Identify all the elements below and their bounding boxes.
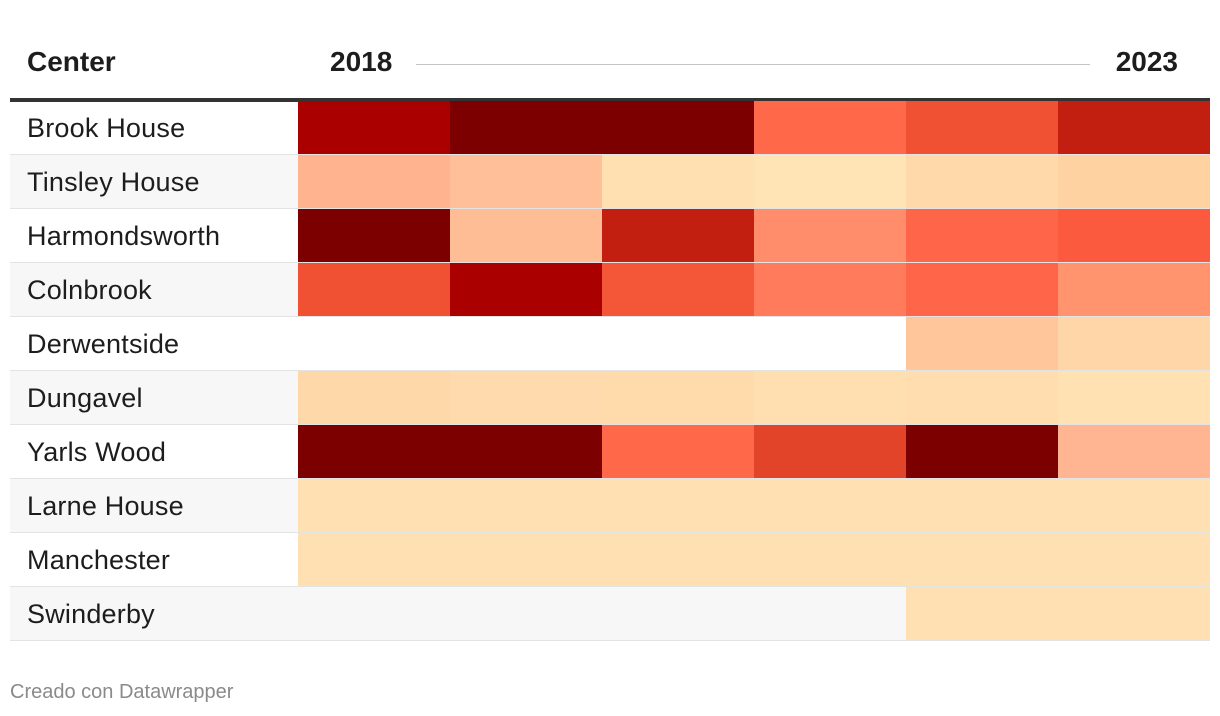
header-divider	[10, 98, 1210, 102]
heatmap-row: Harmondsworth	[10, 209, 1210, 263]
heatmap-cell	[906, 263, 1058, 316]
row-label: Tinsley House	[27, 167, 200, 197]
heatmap-cell	[450, 425, 602, 478]
heatmap-cell	[602, 479, 754, 532]
heatmap-cell	[602, 533, 754, 586]
heatmap-cell	[906, 317, 1058, 370]
heatmap-row: Derwentside	[10, 317, 1210, 371]
heatmap-cell	[450, 371, 602, 424]
heatmap-cell	[754, 479, 906, 532]
heatmap-cell	[1058, 209, 1210, 262]
heatmap-row: Colnbrook	[10, 263, 1210, 317]
heatmap-cell	[754, 263, 906, 316]
heatmap-cell	[298, 317, 450, 370]
heatmap-cell	[298, 425, 450, 478]
heatmap-cell	[1058, 425, 1210, 478]
heatmap-row: Swinderby	[10, 587, 1210, 641]
heatmap-cells	[298, 587, 1210, 640]
heatmap-cell	[754, 533, 906, 586]
x-start-label: 2018	[330, 46, 393, 77]
heatmap-cell	[298, 533, 450, 586]
heatmap-cell	[602, 101, 754, 154]
heatmap-row: Tinsley House	[10, 155, 1210, 209]
row-label: Harmondsworth	[27, 221, 221, 251]
heatmap-cell	[754, 587, 906, 640]
heatmap-cell	[298, 263, 450, 316]
row-label: Derwentside	[27, 329, 180, 359]
heatmap-cell	[298, 209, 450, 262]
heatmap-row: Yarls Wood	[10, 425, 1210, 479]
heatmap-cell	[450, 209, 602, 262]
heatmap-cell	[906, 155, 1058, 208]
heatmap-cell	[1058, 317, 1210, 370]
heatmap-cell	[906, 209, 1058, 262]
heatmap-cell	[754, 155, 906, 208]
heatmap-cell	[906, 533, 1058, 586]
heatmap-cell	[1058, 101, 1210, 154]
row-header-label: Center	[27, 46, 116, 77]
heatmap-cells	[298, 371, 1210, 424]
chart-header: Center 2018 2023	[10, 28, 1210, 100]
heatmap-cell	[906, 101, 1058, 154]
heatmap-cell	[298, 479, 450, 532]
heatmap-cells	[298, 479, 1210, 532]
heatmap-cell	[1058, 479, 1210, 532]
heatmap-cell	[1058, 371, 1210, 424]
heatmap-cell	[906, 425, 1058, 478]
heatmap-cells	[298, 101, 1210, 154]
heatmap-cell	[450, 533, 602, 586]
heatmap-cell	[450, 587, 602, 640]
heatmap-cell	[1058, 533, 1210, 586]
row-label: Larne House	[27, 491, 184, 521]
row-label: Swinderby	[27, 599, 155, 629]
x-end-label: 2023	[1115, 46, 1178, 77]
heatmap-cells	[298, 317, 1210, 370]
row-label: Dungavel	[27, 383, 143, 413]
heatmap-cell	[602, 317, 754, 370]
heatmap-cells	[298, 155, 1210, 208]
heatmap-row: Larne House	[10, 479, 1210, 533]
heatmap-cell	[754, 425, 906, 478]
heatmap-cell	[602, 425, 754, 478]
credit-text[interactable]: Creado con Datawrapper	[10, 681, 234, 703]
row-label: Brook House	[27, 113, 186, 143]
row-label: Yarls Wood	[27, 437, 167, 467]
heatmap-row: Manchester	[10, 533, 1210, 587]
heatmap-cells	[298, 209, 1210, 262]
heatmap-cell	[298, 587, 450, 640]
heatmap-cell	[298, 155, 450, 208]
heatmap-cell	[602, 371, 754, 424]
heatmap-cell	[450, 479, 602, 532]
heatmap-cell	[1058, 587, 1210, 640]
row-label: Colnbrook	[27, 275, 152, 305]
heatmap-row: Brook House	[10, 101, 1210, 155]
row-label: Manchester	[27, 545, 171, 575]
heatmap-cells	[298, 263, 1210, 316]
heatmap-cell	[754, 371, 906, 424]
heatmap-cell	[298, 101, 450, 154]
heatmap-cell	[298, 371, 450, 424]
heatmap-cell	[602, 209, 754, 262]
heatmap-cell	[450, 263, 602, 316]
heatmap-cell	[1058, 263, 1210, 316]
heatmap-cells	[298, 533, 1210, 586]
heatmap-cell	[906, 587, 1058, 640]
heatmap-cell	[602, 263, 754, 316]
heatmap-cell	[754, 101, 906, 154]
heatmap-cell	[602, 155, 754, 208]
heatmap-cell	[906, 479, 1058, 532]
heatmap-cell	[450, 155, 602, 208]
heatmap-cell	[450, 317, 602, 370]
heatmap-cells	[298, 425, 1210, 478]
heatmap-table: Brook House Tinsley House Harmondsworth Col…	[10, 101, 1210, 641]
heatmap-cell	[1058, 155, 1210, 208]
timeline-rule	[416, 64, 1090, 65]
heatmap-cell	[450, 101, 602, 154]
heatmap-cell	[754, 317, 906, 370]
heatmap-cell	[602, 587, 754, 640]
heatmap-cell	[754, 209, 906, 262]
heatmap-row: Dungavel	[10, 371, 1210, 425]
heatmap-cell	[906, 371, 1058, 424]
